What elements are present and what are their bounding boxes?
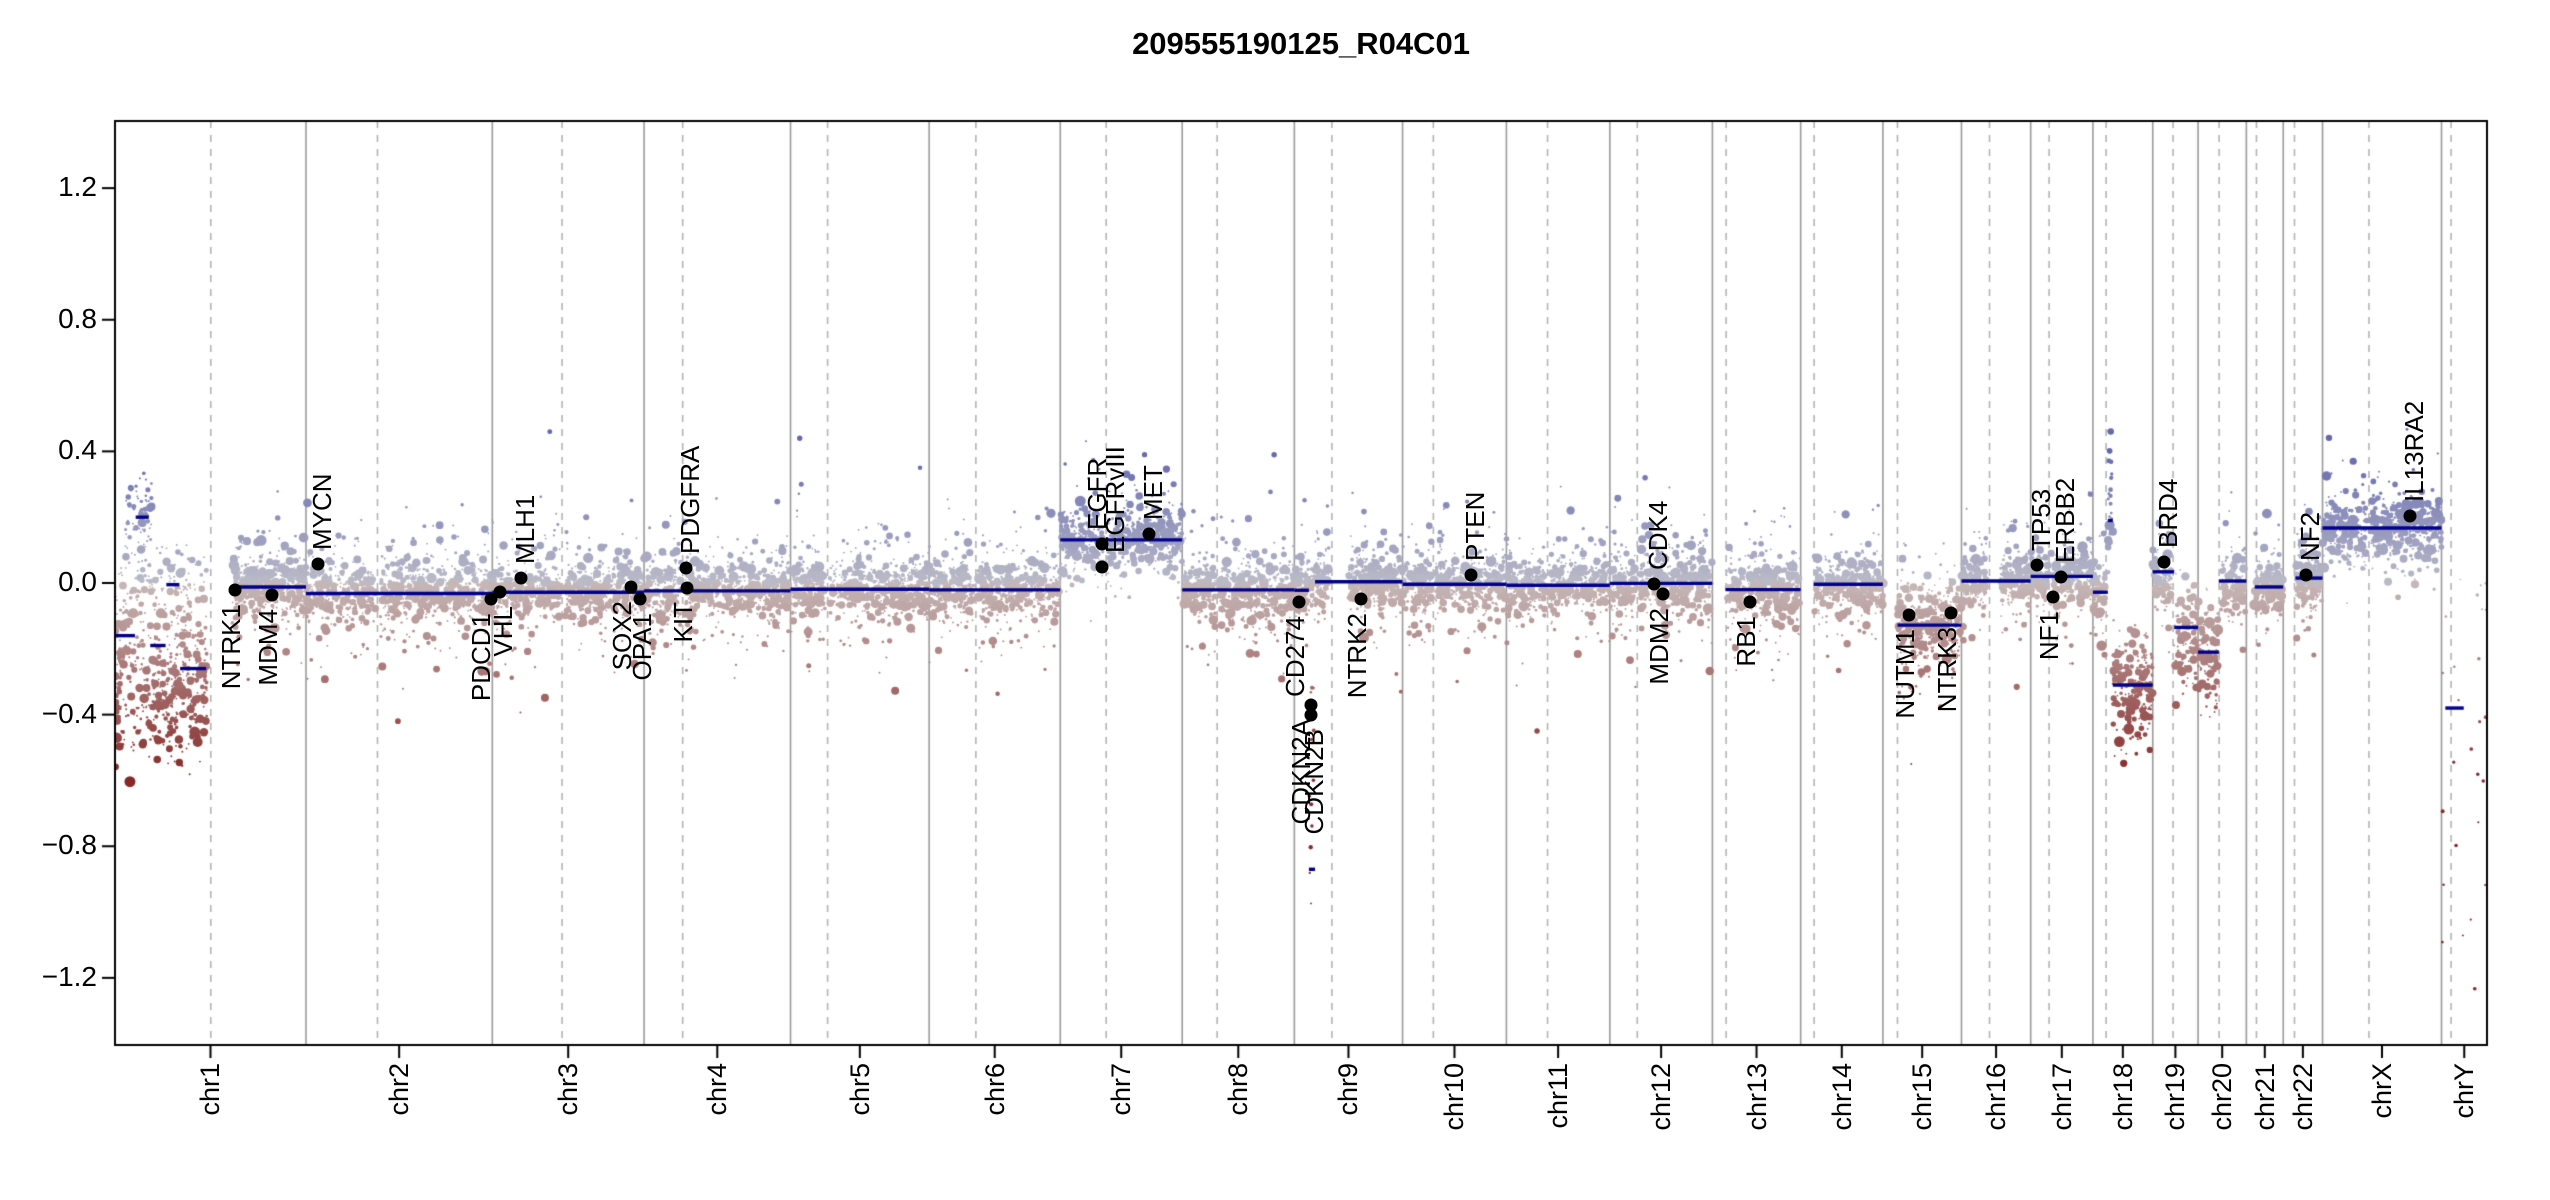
x-tick-label-chr16: chr16 xyxy=(1981,1063,2012,1131)
gene-dot-KIT xyxy=(680,581,694,595)
x-tick-label-chr5: chr5 xyxy=(844,1063,875,1116)
gene-dot-TP53 xyxy=(2030,558,2044,572)
gene-label-MET: MET xyxy=(1138,464,1169,520)
x-tick-label-chr1: chr1 xyxy=(195,1063,226,1116)
x-tick-label-chr15: chr15 xyxy=(1907,1063,1938,1131)
gene-label-CDK4: CDK4 xyxy=(1643,500,1674,570)
gene-dot-RB1 xyxy=(1743,595,1757,609)
y-tick-label--0.8: −0.8 xyxy=(41,829,97,861)
gene-label-ERBB2: ERBB2 xyxy=(2050,477,2081,564)
gene-dot-ERBB2 xyxy=(2054,570,2068,584)
gene-dot-PDGFRA xyxy=(679,561,693,575)
x-tick-label-chr19: chr19 xyxy=(2160,1063,2191,1131)
x-tick-label-chrX: chrX xyxy=(2367,1063,2398,1119)
y-tick-label-1.2: 1.2 xyxy=(58,171,97,203)
y-tick-label-0.0: 0.0 xyxy=(58,566,97,597)
gene-label-MLH1: MLH1 xyxy=(509,494,540,565)
gene-label-VHL: VHL xyxy=(488,606,519,657)
x-tick-label-chr6: chr6 xyxy=(979,1063,1010,1116)
gene-dot-MDM4 xyxy=(265,588,279,602)
y-tick-label-0.4: 0.4 xyxy=(58,434,97,466)
gene-dot-NUTM1 xyxy=(1902,608,1916,622)
y-tick-label--1.2: −1.2 xyxy=(41,960,97,992)
gene-dot-SOX2 xyxy=(624,580,638,594)
gene-dot-MET xyxy=(1142,527,1156,541)
x-tick-label-chr21: chr21 xyxy=(2249,1063,2280,1131)
x-tick-label-chr17: chr17 xyxy=(2046,1063,2077,1131)
gene-label-RB1: RB1 xyxy=(1730,615,1761,667)
gene-dot-NTRK3 xyxy=(1944,606,1958,620)
gene-label-MDM2: MDM2 xyxy=(1643,607,1674,685)
gene-dot-NTRK2 xyxy=(1354,592,1368,606)
gene-dot-CDKN2B xyxy=(1304,708,1318,722)
gene-dot-NTRK1 xyxy=(228,583,242,597)
x-tick-label-chr8: chr8 xyxy=(1223,1063,1254,1116)
y-tick-label-0.8: 0.8 xyxy=(58,302,97,334)
gene-dot-MLH1 xyxy=(514,571,528,585)
x-tick-label-chr4: chr4 xyxy=(702,1063,733,1116)
gene-label-OPA1: OPA1 xyxy=(627,612,658,681)
x-tick-label-chr7: chr7 xyxy=(1106,1063,1137,1116)
gene-label-MYCN: MYCN xyxy=(307,473,338,550)
x-tick-label-chr11: chr11 xyxy=(1543,1063,1574,1129)
gene-dot-NF1 xyxy=(2046,590,2060,604)
x-tick-label-chr9: chr9 xyxy=(1333,1063,1364,1116)
gene-label-EGFRvIII: EGFRvIII xyxy=(1100,445,1131,553)
gene-dot-CDK4 xyxy=(1647,577,1661,591)
gene-label-CDKN2B: CDKN2B xyxy=(1299,728,1330,835)
gene-dot-EGFRvIII xyxy=(1095,560,1109,574)
x-tick-label-chr2: chr2 xyxy=(384,1063,415,1116)
gene-dot-EGFR xyxy=(1095,537,1109,550)
gene-label-NTRK1: NTRK1 xyxy=(216,603,247,689)
gene-dot-CD274 xyxy=(1292,595,1306,609)
gene-dot-CDKN2A xyxy=(1304,698,1318,712)
gene-dot-MDM2 xyxy=(1656,587,1670,601)
gene-dot-PTEN xyxy=(1464,568,1478,582)
gene-label-MDM4: MDM4 xyxy=(252,608,283,686)
gene-dot-BRD4 xyxy=(2157,555,2171,569)
gene-label-NF2: NF2 xyxy=(2295,511,2326,562)
gene-dot-OPA1 xyxy=(633,592,647,606)
y-tick-label--0.4: −0.4 xyxy=(41,697,97,729)
x-tick-label-chr13: chr13 xyxy=(1741,1063,1772,1131)
gene-dot-IL13RA2 xyxy=(2403,509,2417,523)
gene-label-BRD4: BRD4 xyxy=(2153,478,2184,548)
x-tick-label-chrY: chrY xyxy=(2449,1063,2480,1119)
x-tick-label-chr10: chr10 xyxy=(1439,1063,1470,1131)
gene-dot-VHL xyxy=(493,585,507,599)
x-tick-label-chr12: chr12 xyxy=(1646,1063,1677,1131)
gene-label-KIT: KIT xyxy=(667,601,698,643)
gene-dot-MYCN xyxy=(311,557,325,571)
gene-label-CD274: CD274 xyxy=(1279,616,1310,698)
x-tick-label-chr14: chr14 xyxy=(1826,1063,1857,1131)
gene-label-IL13RA2: IL13RA2 xyxy=(2399,401,2430,503)
x-tick-label-chr3: chr3 xyxy=(553,1063,584,1116)
plot-title: 209555190125_R04C01 xyxy=(1132,26,1470,61)
gene-label-PTEN: PTEN xyxy=(1460,491,1491,561)
gene-label-NTRK2: NTRK2 xyxy=(1342,613,1373,699)
x-tick-label-chr20: chr20 xyxy=(2207,1063,2238,1131)
gene-label-NUTM1: NUTM1 xyxy=(1890,628,1921,719)
gene-label-NTRK3: NTRK3 xyxy=(1931,626,1962,713)
x-tick-label-chr22: chr22 xyxy=(2287,1063,2318,1131)
x-tick-label-chr18: chr18 xyxy=(2107,1063,2138,1131)
gene-label-PDGFRA: PDGFRA xyxy=(675,445,706,555)
gene-label-NF1: NF1 xyxy=(2034,610,2065,660)
gene-dot-NF2 xyxy=(2299,568,2313,582)
